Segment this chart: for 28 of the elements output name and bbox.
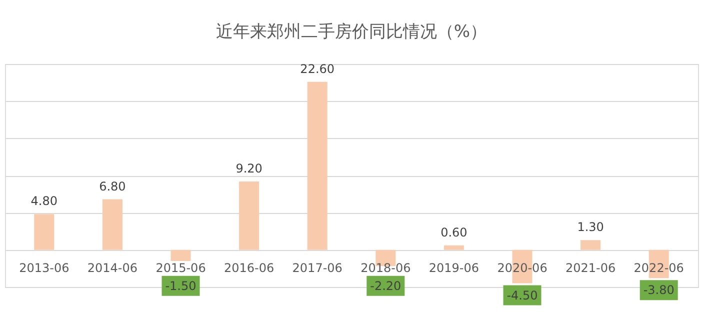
bar bbox=[307, 82, 328, 250]
x-tick-label: 2017-06 bbox=[292, 260, 342, 275]
bar bbox=[102, 199, 122, 250]
x-tick-label: 2019-06 bbox=[428, 260, 480, 275]
data-label: -2.20 bbox=[370, 278, 402, 293]
data-label: -4.50 bbox=[506, 288, 538, 302]
bar bbox=[34, 214, 54, 250]
data-label: 1.30 bbox=[577, 220, 604, 234]
data-label: 9.20 bbox=[236, 161, 262, 176]
x-tick-label: 2013-06 bbox=[19, 260, 70, 275]
data-label: 0.60 bbox=[440, 225, 468, 240]
bar bbox=[239, 181, 260, 250]
data-label: -1.50 bbox=[165, 278, 196, 293]
x-tick-label: 2022-06 bbox=[634, 260, 684, 275]
data-label: 22.60 bbox=[300, 62, 335, 76]
x-tick-label: 2021-06 bbox=[565, 260, 616, 275]
x-tick-label: 2016-06 bbox=[224, 260, 274, 275]
bar bbox=[444, 245, 464, 250]
x-tick-label: 2015-06 bbox=[156, 260, 206, 275]
bar bbox=[170, 250, 191, 261]
x-tick-label: 2020-06 bbox=[497, 260, 548, 275]
chart-title: 近年来郑州二手房价同比情况（%） bbox=[216, 22, 488, 42]
data-label: 6.80 bbox=[99, 179, 126, 194]
x-tick-label: 2018-06 bbox=[360, 260, 411, 275]
data-label: 4.80 bbox=[30, 194, 58, 208]
x-tick-label: 2014-06 bbox=[87, 260, 138, 275]
data-label: -3.80 bbox=[643, 283, 674, 298]
bar bbox=[580, 240, 601, 250]
